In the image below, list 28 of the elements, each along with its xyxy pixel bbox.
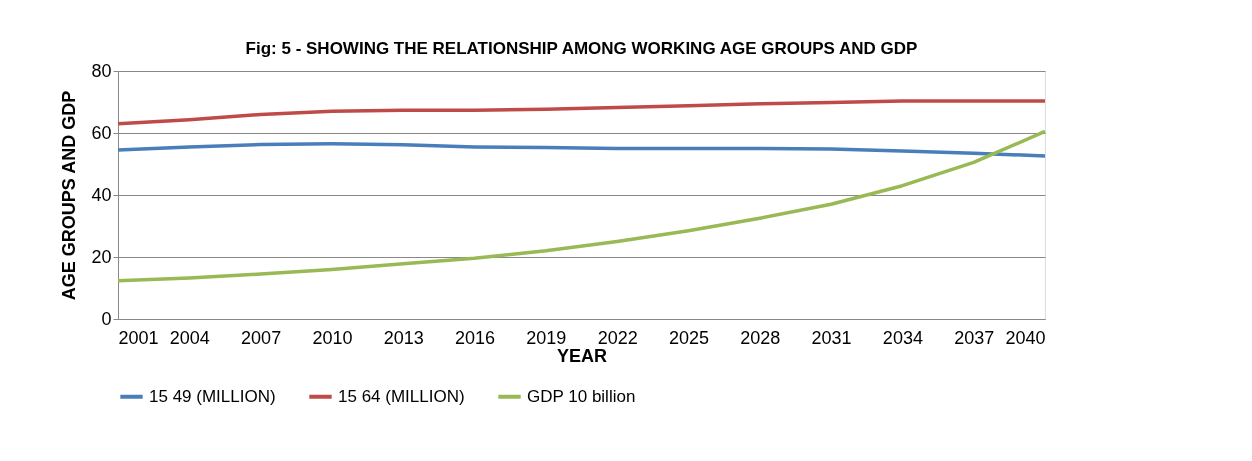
- x-tick-label: 2031: [811, 327, 852, 348]
- x-axis-title: YEAR: [556, 345, 608, 366]
- line-series: [116, 99, 1047, 126]
- y-axis-title: AGE GROUPS AND GDP: [59, 90, 80, 301]
- y-tick-label: 20: [91, 246, 112, 267]
- x-tick-label: 2007: [241, 327, 282, 348]
- x-tick-label: 2010: [312, 327, 353, 348]
- y-tick-label: 40: [91, 184, 112, 205]
- chart-title: Fig: 5 - SHOWING THE RELATIONSHIP AMONG WORKING AGE GROUPS AND GDP: [245, 39, 918, 58]
- y-tick-label: 0: [101, 308, 112, 329]
- x-tick-label: 2025: [668, 327, 709, 348]
- y-tick-label: 60: [91, 122, 112, 143]
- legend-label: 15 64 (MILLION): [338, 386, 465, 406]
- line-series: [116, 142, 1047, 158]
- legend-label: GDP 10 billion: [527, 386, 636, 406]
- y-tick-label: 80: [91, 60, 112, 81]
- x-tick-label: 2028: [740, 327, 781, 348]
- legend-label: 15 49 (MILLION): [149, 386, 276, 406]
- x-tick-label: 2022: [597, 327, 638, 348]
- x-tick-label: 2004: [169, 327, 210, 348]
- x-tick-label: 2040: [1005, 327, 1046, 348]
- x-tick-label: 2001: [118, 327, 159, 348]
- x-tick-label: 2016: [455, 327, 496, 348]
- x-tick-label: 2013: [383, 327, 424, 348]
- x-tick-label: 2034: [882, 327, 923, 348]
- x-tick-label: 2037: [954, 327, 995, 348]
- line-series: [116, 129, 1047, 283]
- x-tick-label: 2019: [526, 327, 567, 348]
